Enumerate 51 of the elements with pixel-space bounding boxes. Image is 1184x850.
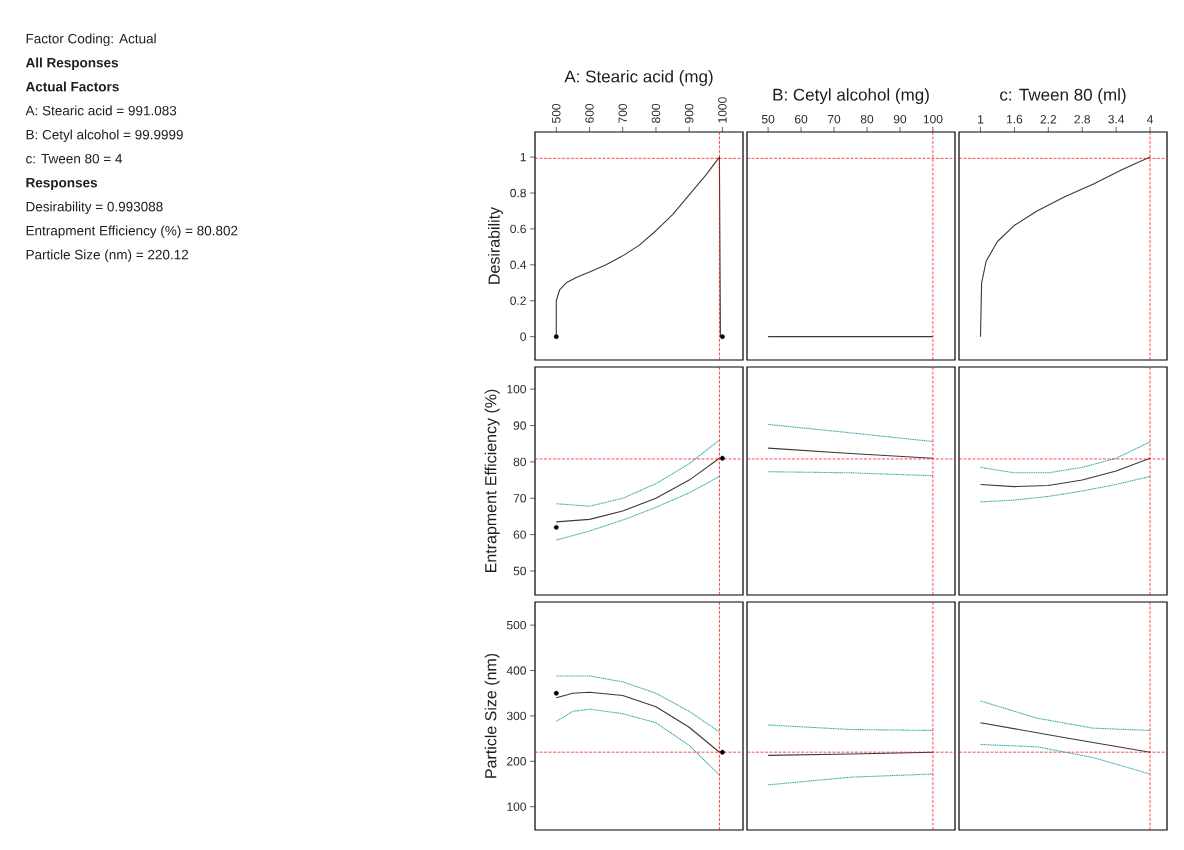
- x-tick-label: 600: [585, 103, 594, 123]
- text: c: Tween 80 = 4: [26, 153, 123, 164]
- y-tick-label: 0.4: [510, 260, 527, 270]
- y-tick-label: 60: [513, 530, 527, 539]
- x-tick-label: 1000: [718, 97, 727, 123]
- y-tick-label: 400: [506, 666, 527, 675]
- text: Entrapment Efficiency (%) = 80.802: [26, 225, 238, 239]
- y-tick-label: 100: [507, 802, 527, 811]
- x-axis-title: A: Stearic acid (mg): [564, 70, 713, 86]
- x-tick-label: 500: [552, 103, 561, 123]
- y-tick-label: 70: [513, 494, 527, 503]
- text: Actual Factors: [25, 81, 119, 92]
- x-tick-label: 90: [893, 114, 907, 124]
- text: Particle Size (nm) = 220.12: [26, 249, 189, 263]
- x-tick-label: 900: [684, 103, 694, 123]
- text: A: Stearic acid = 991.083: [25, 105, 177, 116]
- x-tick-label: 80: [860, 114, 874, 124]
- y-axis-title: Entrapment Efficiency (%): [484, 389, 500, 572]
- x-tick-label: 100: [923, 114, 943, 124]
- y-tick-label: 0.2: [510, 296, 526, 305]
- y-tick-label: 90: [513, 421, 527, 430]
- text: Responses: [26, 178, 98, 191]
- x-tick-label: 70: [827, 114, 841, 124]
- y-tick-label: 300: [506, 711, 527, 721]
- text: B: Cetyl alcohol = 99.9999: [26, 129, 183, 143]
- x-tick-label: 3.4: [1108, 114, 1125, 124]
- y-tick-label: 1: [520, 153, 526, 162]
- y-tick-label: 50: [513, 566, 527, 576]
- y-axis-title: Particle Size (nm): [484, 653, 500, 778]
- x-tick-label: 700: [618, 103, 627, 123]
- y-tick-label: 200: [507, 757, 527, 766]
- x-axis-title: c: Tween 80 (ml): [1000, 88, 1126, 105]
- x-tick-label: 2.2: [1040, 115, 1057, 124]
- x-tick-label: 50: [761, 114, 775, 124]
- y-axis-title: Desirability: [488, 206, 503, 284]
- x-tick-label: 60: [795, 114, 808, 124]
- x-tick-label: 1.6: [1006, 114, 1023, 124]
- y-tick-label: 100: [507, 384, 527, 394]
- x-axis-title: B: Cetyl alcohol (mg): [773, 88, 929, 105]
- text: Desirability = 0.993088: [26, 201, 163, 215]
- y-tick-label: 500: [506, 620, 527, 630]
- y-tick-label: 0: [520, 332, 527, 341]
- x-tick-label: 2.8: [1074, 114, 1091, 124]
- text: All Responses: [25, 57, 119, 71]
- x-tick-label: 1: [978, 115, 984, 124]
- y-tick-label: 0.8: [510, 188, 526, 198]
- y-tick-label: 80: [513, 457, 527, 467]
- x-tick-label: 4: [1147, 115, 1154, 124]
- y-tick-label: 0.6: [510, 224, 526, 234]
- text: Factor Coding: Actual: [26, 33, 156, 47]
- x-tick-label: 800: [651, 103, 661, 123]
